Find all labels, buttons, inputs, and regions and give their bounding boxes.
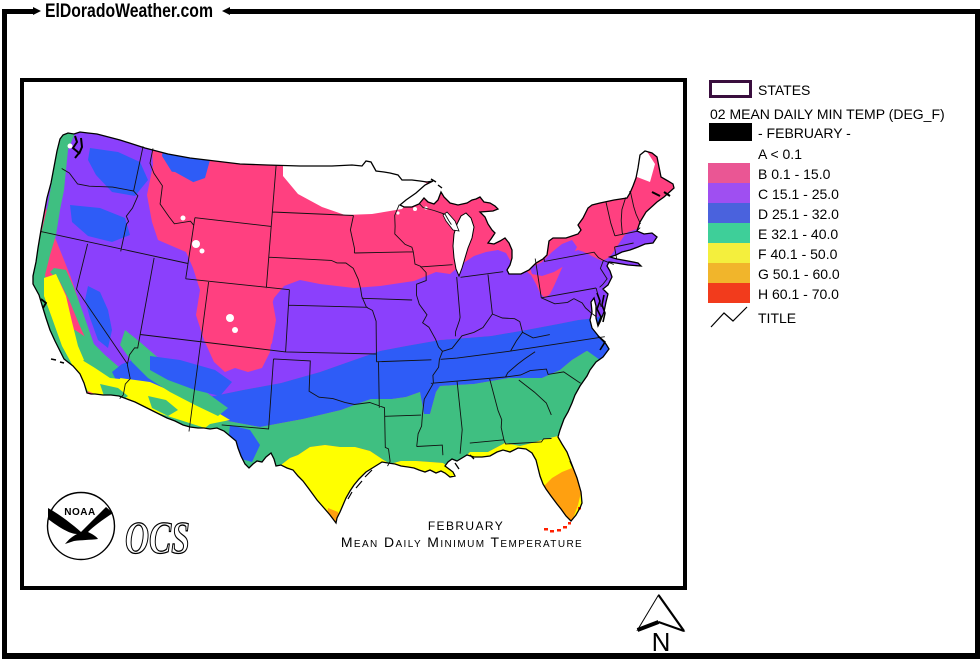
svg-text:FEBRUARY: FEBRUARY	[428, 519, 504, 533]
svg-text:Mean Daily Minimum Temperature: Mean Daily Minimum Temperature	[341, 534, 583, 550]
svg-text:N: N	[652, 627, 671, 657]
svg-text:OCS: OCS	[125, 513, 190, 563]
svg-text:NOAA: NOAA	[64, 507, 95, 518]
